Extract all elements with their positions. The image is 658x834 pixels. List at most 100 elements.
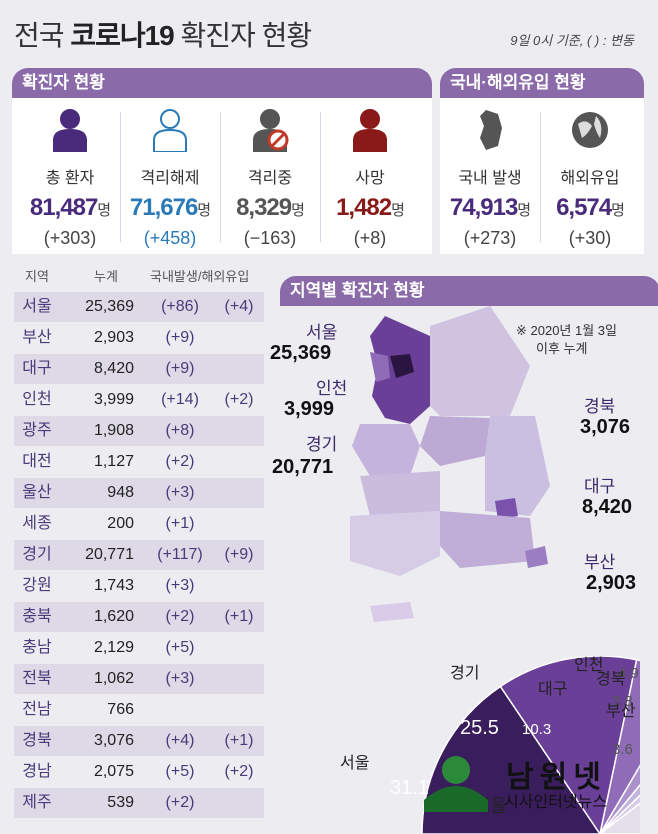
cell-total: 539	[107, 794, 134, 811]
table-row: 인천 3,999 (+14) (+2)	[14, 385, 264, 415]
slice-value: 3.8	[612, 693, 633, 710]
cell-domestic: (+5)	[165, 639, 195, 656]
stat-value: 6,574명	[540, 194, 640, 222]
stat-3: 사망 1,482명 (+8)	[320, 108, 420, 249]
cell-total: 948	[107, 484, 134, 501]
table-row: 서울 25,369 (+86) (+4)	[14, 292, 264, 322]
cell-overseas: (+9)	[224, 546, 254, 563]
logo-icon	[424, 756, 488, 812]
map-label: 경기	[306, 435, 338, 454]
stat-change: (+303)	[43, 228, 97, 248]
stat-number: 81,487	[29, 194, 98, 221]
stat-number: 8,329	[236, 194, 292, 221]
table-row: 대구 8,420 (+9)	[14, 354, 264, 384]
cell-total: 1,908	[93, 422, 134, 439]
cell-region: 제주	[22, 794, 52, 811]
slice-label: 부산	[606, 702, 636, 720]
slice-value: 10.3	[522, 721, 551, 738]
cell-domestic: (+3)	[165, 484, 195, 501]
cell-domestic: (+2)	[165, 794, 195, 811]
cell-total: 2,129	[93, 639, 134, 656]
table-row: 울산 948 (+3)	[14, 478, 264, 508]
map-region-chungnam	[352, 424, 420, 476]
cell-total: 2,903	[93, 329, 134, 346]
stat-value: 81,487명	[20, 194, 120, 222]
cell-total: 20,771	[85, 546, 134, 563]
stat-number: 71,676	[129, 194, 198, 221]
map-region-seoul	[390, 354, 414, 378]
page-title: 전국 코로나19 확진자 현황	[14, 14, 313, 54]
cell-region: 전남	[22, 701, 52, 718]
cell-domestic: (+1)	[165, 515, 195, 532]
map-value: 3,076	[580, 416, 631, 438]
title-prefix: 전국	[14, 20, 65, 51]
stat-divider	[320, 112, 321, 242]
slice-label: 서울	[340, 754, 369, 772]
pie-slice-대구	[599, 658, 640, 834]
stat-5: 해외유입 6,574명 (+30)	[540, 108, 640, 249]
slice-value: 4.9	[618, 665, 639, 682]
table-row: 세종 200 (+1)	[14, 509, 264, 539]
cell-total: 766	[107, 701, 134, 718]
cell-total: 200	[107, 515, 134, 532]
table-row: 경남 2,075 (+5) (+2)	[14, 757, 264, 787]
stat-label: 사망	[355, 170, 385, 187]
stat-change: (−163)	[243, 228, 297, 248]
stat-4: 국내 발생 74,913명 (+273)	[440, 108, 540, 249]
watermark-sub: 시사인터넷뉴스	[504, 794, 608, 811]
pie-slice-경북	[599, 783, 640, 834]
cell-domestic: (+3)	[165, 577, 195, 594]
map-label: 인천	[316, 379, 348, 398]
cell-region: 충남	[22, 639, 52, 656]
map-label: 서울	[306, 323, 338, 342]
table-row: 전북 1,062 (+3)	[14, 664, 264, 694]
table-row: 경기 20,771 (+117) (+9)	[14, 540, 264, 570]
map-region-jeju	[370, 602, 414, 622]
slice-label: 경북	[596, 670, 625, 688]
map-region-incheon	[370, 352, 390, 382]
source-panel	[440, 98, 644, 254]
korea-map	[350, 306, 550, 622]
stat-value: 8,329명	[220, 194, 320, 222]
title-suffix: 확진자 현황	[180, 20, 313, 51]
cell-total: 2,075	[93, 763, 134, 780]
source-panel-title: 국내·해외유입 현황	[440, 68, 644, 98]
stat-divider	[120, 112, 121, 242]
cell-total: 1,062	[93, 670, 134, 687]
slice-label: 인천	[574, 656, 603, 674]
map-title: 지역별 확진자 현황	[280, 276, 658, 306]
slice-value: 31.1	[390, 777, 429, 799]
map-label: 대구	[584, 477, 616, 496]
table-row: 충남 2,129 (+5)	[14, 633, 264, 663]
cell-region: 경기	[22, 546, 52, 563]
cell-overseas: (+2)	[224, 391, 254, 408]
table-row: 충북 1,620 (+2) (+1)	[14, 602, 264, 632]
map-value: 25,369	[270, 342, 332, 364]
stat-label: 격리중	[247, 170, 293, 187]
stat-change: (+8)	[353, 228, 387, 248]
slice-value: 25.5	[460, 717, 499, 739]
map-region-gyeongnam	[440, 511, 535, 568]
stat-label: 격리해제	[140, 170, 200, 187]
slice-value: 3.6	[612, 741, 633, 758]
cell-region: 대구	[22, 360, 52, 377]
map-region-gangwon	[430, 306, 530, 416]
globe-icon	[572, 112, 608, 148]
cell-region: 충북	[22, 608, 52, 625]
stat-0: 총 환자 81,487명 (+303)	[20, 108, 120, 249]
cell-domestic: (+5)	[165, 763, 195, 780]
cell-domestic: (+117)	[157, 546, 203, 563]
stat-unit: 명	[197, 202, 211, 219]
table-row: 강원 1,743 (+3)	[14, 571, 264, 601]
table-row: 부산 2,903 (+9)	[14, 323, 264, 353]
stat-change: (+273)	[463, 228, 517, 248]
map-value: 8,420	[582, 496, 633, 518]
stat-label: 국내 발생	[458, 170, 522, 187]
cell-total: 25,369	[85, 298, 134, 315]
cell-domestic: (+4)	[165, 732, 195, 749]
table-row: 광주 1,908 (+8)	[14, 416, 264, 446]
stat-value: 1,482명	[320, 194, 420, 222]
death-icon	[353, 109, 387, 152]
cell-total: 8,420	[93, 360, 134, 377]
